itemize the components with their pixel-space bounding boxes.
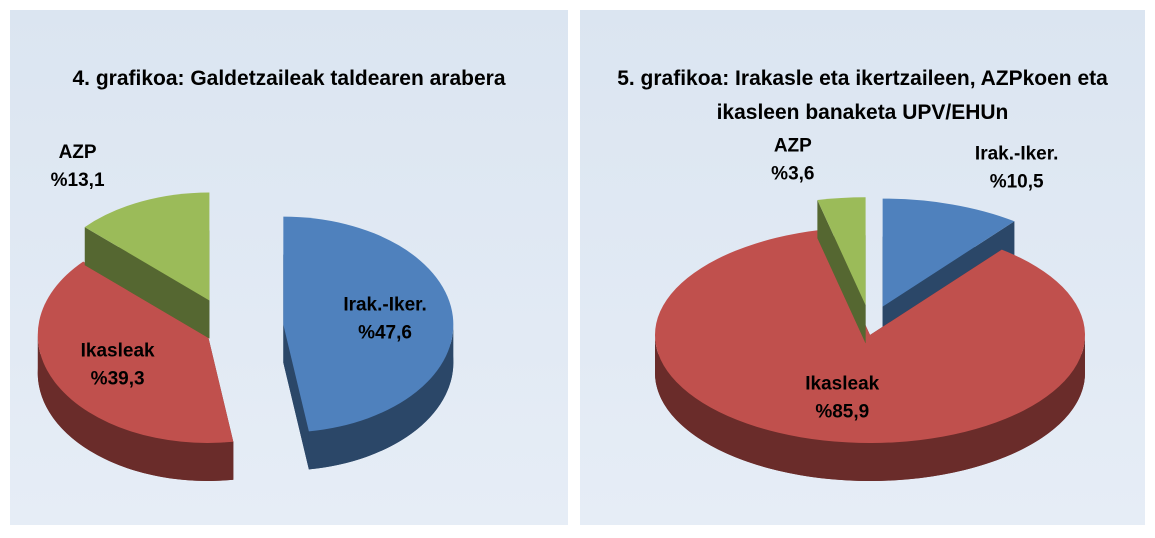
- slice-label: Irak.-Iker.: [975, 144, 1058, 165]
- chart-panel: 5. grafikoa: Irakasle eta ikertzaileen, …: [580, 10, 1145, 525]
- slice-label: AZP: [59, 142, 97, 163]
- chart-title: 4. grafikoa: Galdetzaileak taldearen ara…: [72, 67, 506, 90]
- pie-slice: [37, 261, 234, 444]
- slice-value-label: %85,9: [815, 401, 869, 422]
- slice-face: [817, 199, 866, 344]
- chart: Irak.-Iker. %10,5 Ikasleak %85,9 AZP %3,6: [655, 135, 1085, 482]
- slice-label: AZP: [774, 135, 812, 156]
- slice-face: [84, 227, 210, 339]
- pie-slice: [882, 198, 1015, 307]
- chart-panel: 4. grafikoa: Galdetzaileak taldearen ara…: [10, 10, 568, 525]
- chart-title: 5. grafikoa: Irakasle eta ikertzaileen, …: [617, 67, 1108, 124]
- slice-side: [308, 324, 454, 470]
- slice-face: [283, 324, 309, 470]
- slice-value-label: %10,5: [990, 172, 1044, 193]
- slice-value-label: %39,3: [91, 368, 145, 389]
- slice-label: Ikasleak: [805, 373, 879, 394]
- slice-side: [37, 335, 234, 482]
- slice-value-label: %3,6: [771, 163, 814, 184]
- slice-label: Ikasleak: [81, 340, 155, 361]
- slice-value-label: %47,6: [358, 323, 412, 344]
- pie-slice: [817, 197, 866, 306]
- pie-slice: [84, 192, 210, 301]
- pie-slice: [655, 229, 1085, 443]
- pie-slice: [283, 216, 454, 432]
- slice-label: Irak.-Iker.: [343, 295, 426, 316]
- chart: Irak.-Iker. %47,6 Ikasleak %39,3 AZP %13,1: [37, 142, 454, 482]
- slice-side: [655, 335, 1085, 481]
- slice-value-label: %13,1: [51, 170, 105, 191]
